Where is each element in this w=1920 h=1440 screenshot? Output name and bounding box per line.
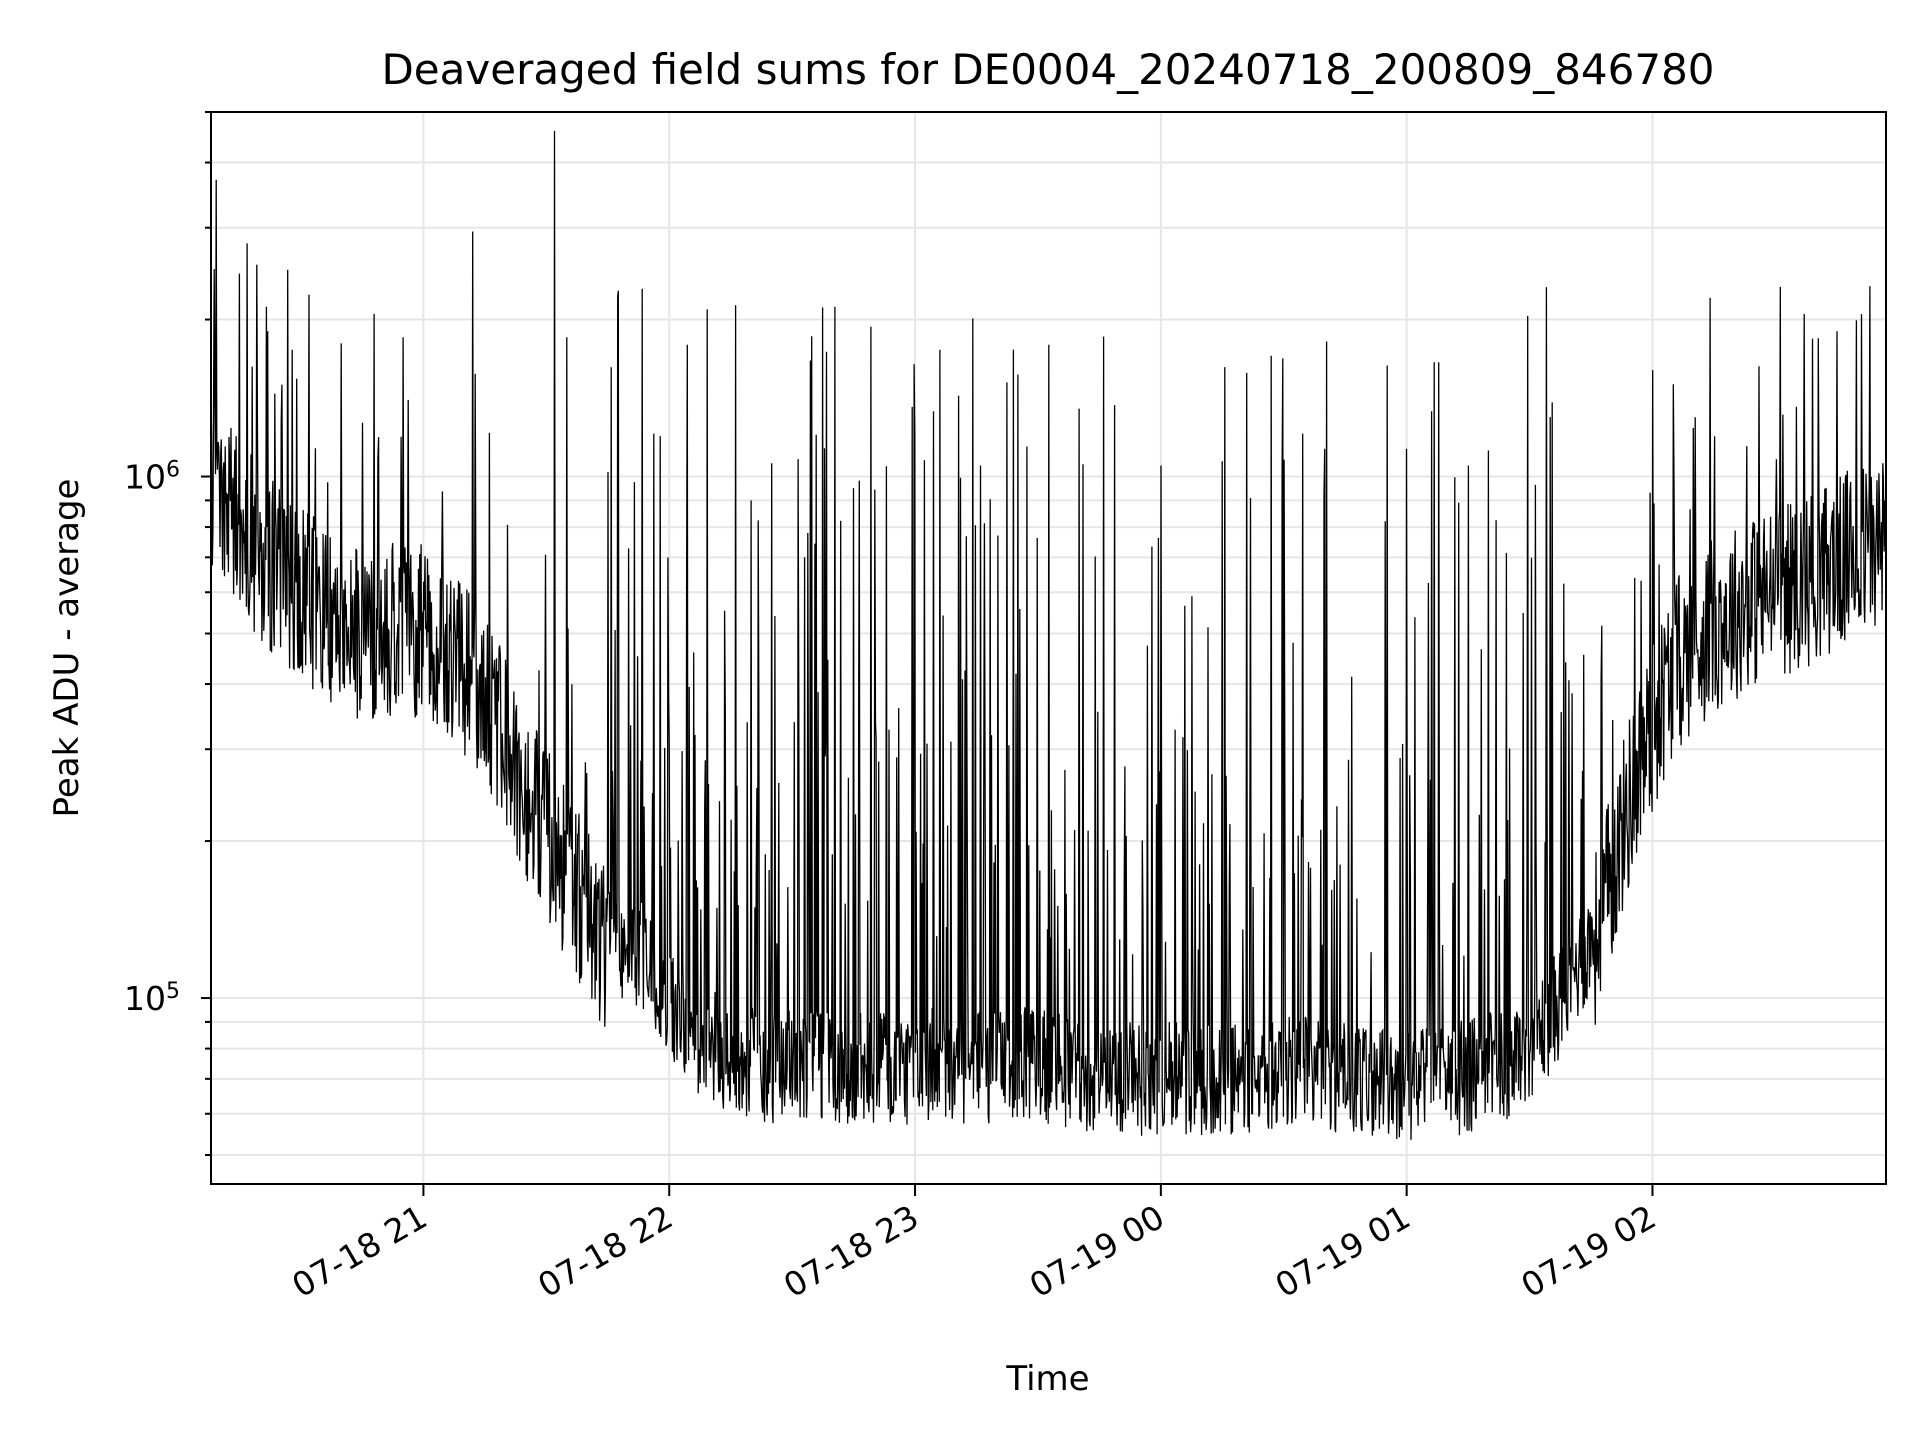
- series-line: [210, 130, 1887, 1140]
- chart-title: Deaveraged field sums for DE0004_2024071…: [381, 45, 1714, 94]
- y-tick-label: 105: [124, 979, 180, 1019]
- plot-area: [210, 130, 1887, 1140]
- plot-frame: [210, 111, 1887, 1185]
- y-tick-label: 106: [124, 457, 180, 497]
- y-axis-label: Peak ADU - average: [47, 479, 87, 818]
- x-axis-label: Time: [1005, 1359, 1089, 1399]
